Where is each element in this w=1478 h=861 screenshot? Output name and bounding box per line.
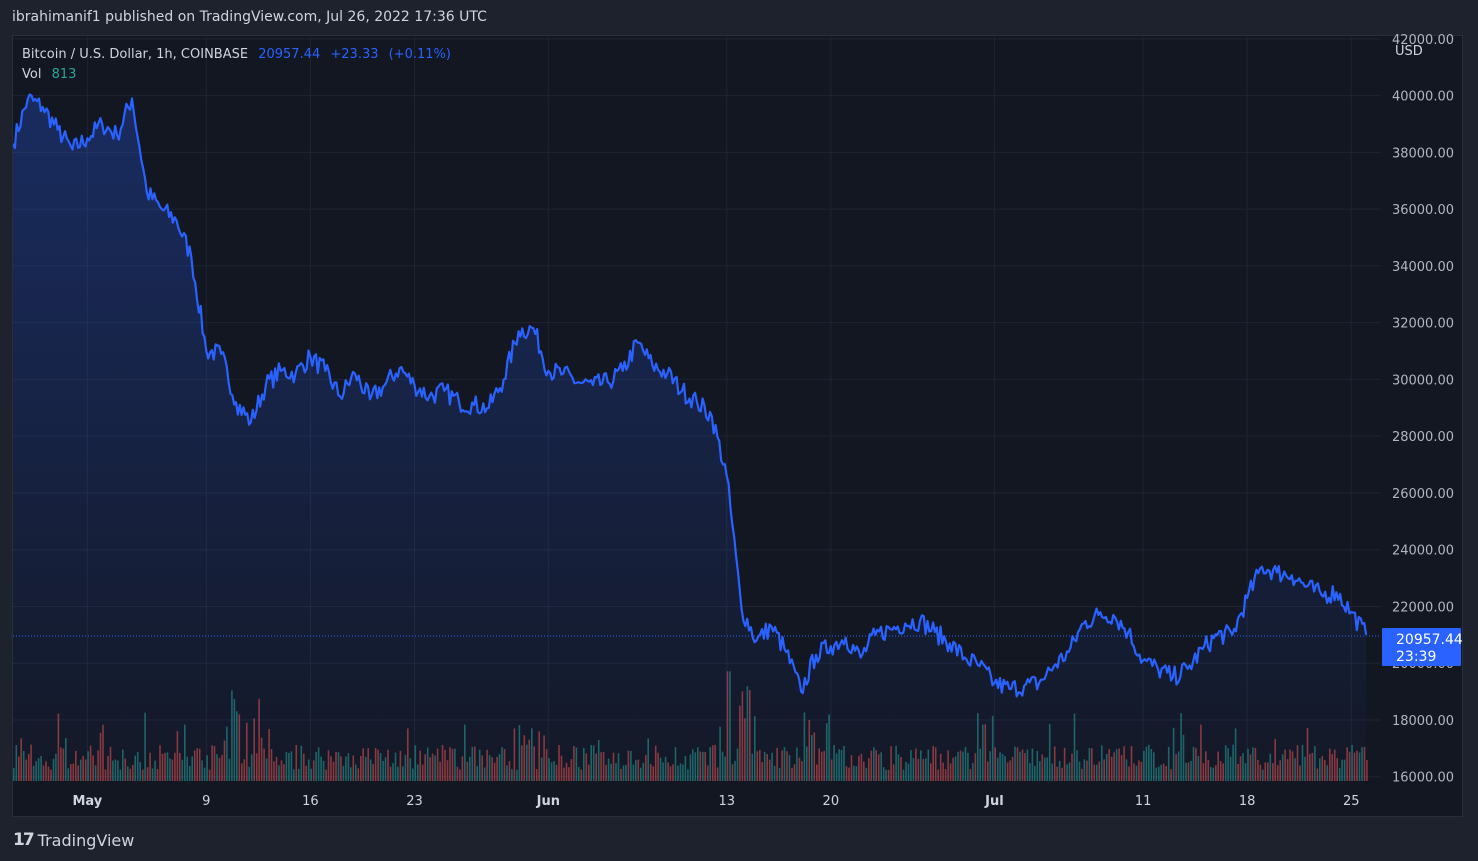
y-tick-label: 38000.00 xyxy=(1392,146,1454,161)
price-badge-value: 20957.44 xyxy=(1396,632,1463,648)
price-badge xyxy=(1382,628,1461,667)
x-tick-label: 23 xyxy=(406,794,423,809)
legend-change: +23.33 xyxy=(330,47,379,62)
y-axis: 16000.0018000.0020000.0022000.0024000.00… xyxy=(1392,33,1454,786)
x-tick-label: Jul xyxy=(984,794,1004,809)
tradingview-logo-icon: 𝟭𝟳 xyxy=(13,830,35,850)
legend-last: 20957.44 xyxy=(258,47,321,62)
y-axis-unit-label: USD xyxy=(1395,44,1423,59)
x-tick-label: 18 xyxy=(1239,794,1256,809)
y-tick-label: 30000.00 xyxy=(1392,373,1454,388)
publisher-middle: published on xyxy=(105,9,196,25)
y-tick-label: 16000.00 xyxy=(1392,771,1454,786)
y-tick-label: 36000.00 xyxy=(1392,203,1454,218)
price-area xyxy=(13,93,1381,781)
price-line xyxy=(13,93,1368,698)
y-tick-label: 42000.00 xyxy=(1392,33,1454,48)
volume-bar xyxy=(1366,760,1368,781)
x-tick-label: Jun xyxy=(536,794,560,809)
x-axis: May 9 16 23 Jun 13 20 Jul 11 18 25 xyxy=(72,794,1359,809)
publisher-author[interactable]: ibrahimanif1 xyxy=(12,9,101,25)
y-tick-label: 26000.00 xyxy=(1392,487,1454,502)
y-tick-label: 22000.00 xyxy=(1392,600,1454,615)
y-tick-label: 40000.00 xyxy=(1392,90,1454,105)
chart-legend: Bitcoin / U.S. Dollar, 1h, COINBASE 2095… xyxy=(22,45,457,85)
legend-symbol[interactable]: Bitcoin / U.S. Dollar, 1h, COINBASE xyxy=(22,47,249,62)
x-tick-label: 20 xyxy=(823,794,840,809)
publisher-line: ibrahimanif1 published on TradingView.co… xyxy=(12,9,487,25)
price-area-fill xyxy=(13,94,1367,781)
legend-change-pct: (+0.11%) xyxy=(388,47,451,62)
tradingview-logo[interactable]: 𝟭𝟳 TradingView xyxy=(13,830,134,850)
legend-main-row: Bitcoin / U.S. Dollar, 1h, COINBASE 2095… xyxy=(22,45,457,65)
x-tick-label: 11 xyxy=(1135,794,1152,809)
legend-vol-label[interactable]: Vol xyxy=(22,67,42,82)
x-tick-label: 25 xyxy=(1343,794,1360,809)
legend-volume-row: Vol 813 xyxy=(22,65,457,85)
x-tick-label: 9 xyxy=(202,794,210,809)
y-tick-label: 32000.00 xyxy=(1392,317,1454,332)
y-tick-label: 18000.00 xyxy=(1392,714,1454,729)
tradingview-logo-text: TradingView xyxy=(37,830,135,850)
y-tick-label: 34000.00 xyxy=(1392,260,1454,275)
y-tick-label: 28000.00 xyxy=(1392,430,1454,445)
publisher-site[interactable]: TradingView.com, xyxy=(199,9,322,25)
publisher-date: Jul 26, 2022 17:36 UTC xyxy=(326,9,487,25)
x-tick-label: May xyxy=(72,794,102,809)
x-tick-label: 16 xyxy=(302,794,319,809)
legend-vol-value: 813 xyxy=(51,67,77,82)
price-badge-countdown: 23:39 xyxy=(1396,649,1436,665)
x-tick-label: 13 xyxy=(718,794,735,809)
y-tick-label: 24000.00 xyxy=(1392,544,1454,559)
